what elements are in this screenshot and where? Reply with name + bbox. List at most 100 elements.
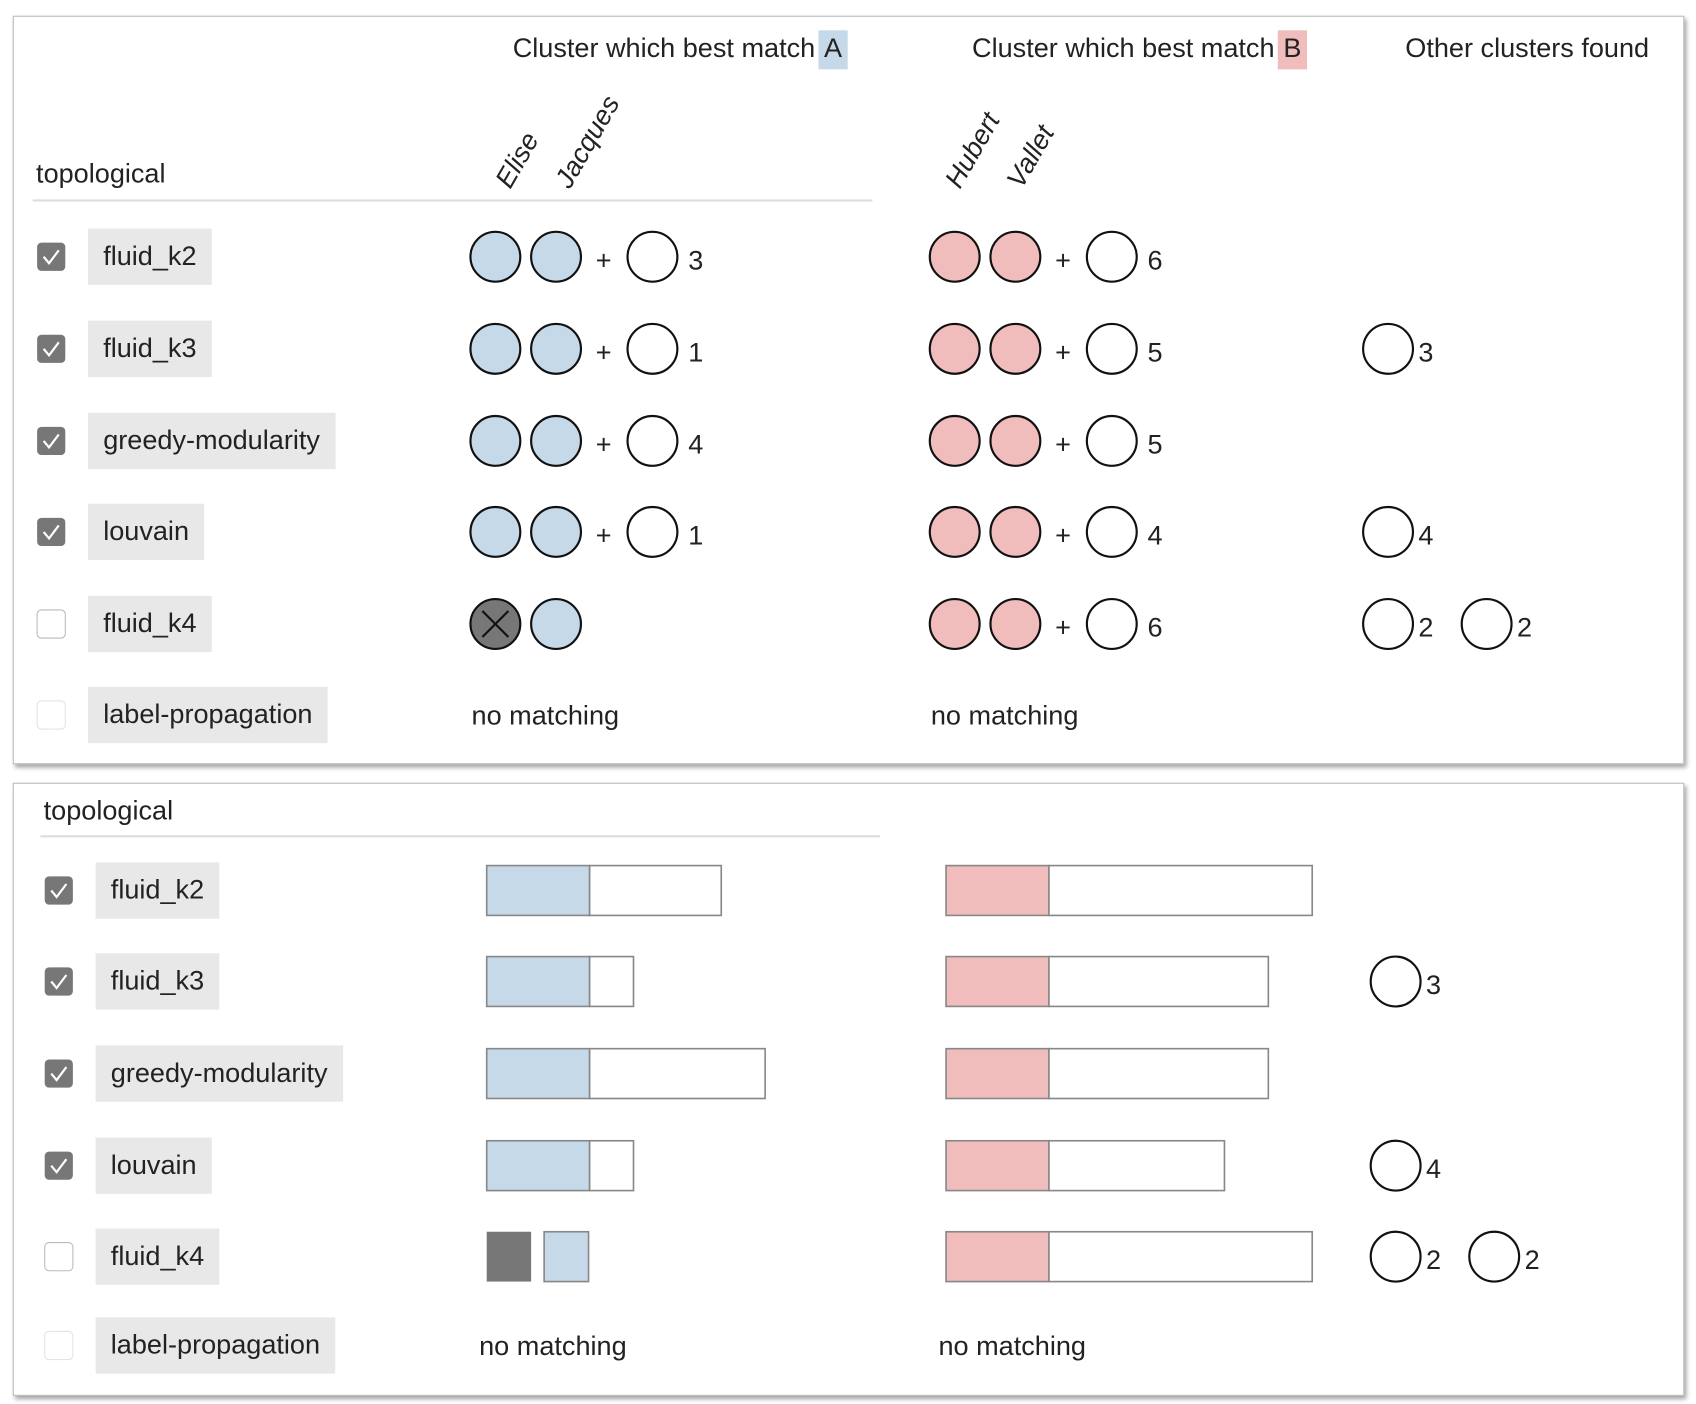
plus: +: [1055, 612, 1071, 643]
extra-count: 4: [688, 428, 703, 459]
plus: +: [596, 519, 612, 550]
member-bar: [945, 864, 1050, 917]
member-bar: [485, 955, 591, 1008]
check-mark: [42, 524, 60, 541]
member-node: [989, 230, 1042, 283]
extra-bar: [1048, 1139, 1226, 1192]
extra-node: [1085, 230, 1138, 283]
member-node: [530, 505, 583, 558]
member-bar: [945, 955, 1050, 1008]
other-node: [1460, 598, 1513, 650]
method-label: greedy-modularity: [88, 412, 336, 470]
column-header: Cluster which best match: [972, 32, 1274, 63]
method-label: fluid_k2: [88, 228, 212, 285]
method-label: fluid_k2: [95, 862, 220, 919]
method-bg: [95, 1045, 344, 1102]
checkbox[interactable]: [44, 1242, 74, 1272]
badge-bg: [818, 30, 848, 70]
checkbox: [44, 1330, 74, 1361]
badge: B: [1283, 32, 1301, 63]
no-matching: no matching: [938, 1330, 1086, 1361]
other-count: 3: [1418, 336, 1433, 367]
checkbox: [36, 700, 66, 730]
method-label: louvain: [95, 1137, 212, 1194]
extra-node: [1085, 414, 1138, 467]
column-header: Other clusters found: [1405, 32, 1649, 63]
extra-bar: [588, 1139, 635, 1192]
checkbox[interactable]: [44, 876, 73, 905]
method-label: greedy-modularity: [95, 1045, 344, 1102]
plus: +: [1055, 336, 1071, 367]
member-node: [469, 230, 522, 283]
member-node: [928, 414, 981, 467]
extra-bar: [1048, 864, 1314, 917]
member-node: [989, 322, 1042, 375]
group-title: topological: [44, 795, 173, 826]
extra-count: 5: [1148, 428, 1163, 459]
method-bg: [88, 686, 328, 744]
check-mark: [42, 249, 60, 265]
extra-node: [1085, 322, 1138, 375]
checkbox[interactable]: [44, 1059, 73, 1088]
method-label: fluid_k3: [88, 320, 212, 377]
checkbox[interactable]: [44, 1151, 73, 1180]
extra-node: [1085, 598, 1138, 650]
method-label: label-propagation: [95, 1317, 336, 1374]
other-node: [1369, 1230, 1422, 1283]
checkbox[interactable]: [44, 967, 73, 996]
method-bg: [95, 953, 220, 1010]
method-name: fluid_k3: [103, 332, 196, 363]
method-name: fluid_k2: [103, 240, 196, 271]
checkbox[interactable]: [37, 242, 66, 271]
badge-bg: [1277, 30, 1308, 70]
plus: +: [1055, 519, 1071, 550]
member-node: [530, 322, 583, 375]
other-count: 4: [1418, 519, 1433, 550]
method-bg: [88, 228, 212, 285]
plus: +: [1055, 244, 1071, 275]
method-name: fluid_k4: [103, 607, 196, 638]
other-count: 2: [1517, 612, 1532, 643]
extra-bar: [1048, 1230, 1314, 1283]
extra-count: 3: [688, 244, 703, 275]
other-node: [1362, 505, 1415, 558]
checkbox[interactable]: [36, 609, 66, 639]
extra-bar: [588, 1047, 766, 1100]
member-node: [530, 414, 583, 467]
method-label: label-propagation: [88, 686, 328, 744]
method-bg: [88, 320, 212, 377]
extra-bar: [588, 955, 635, 1008]
method-bg: [88, 412, 336, 470]
method-name: louvain: [103, 515, 189, 546]
extra-count: 4: [1148, 519, 1163, 550]
panel-circles: [12, 15, 1685, 765]
method-label: louvain: [88, 503, 205, 561]
method-name: greedy-modularity: [103, 424, 320, 455]
member-bar: [945, 1047, 1050, 1100]
member-node: [989, 414, 1042, 467]
plus: +: [1055, 428, 1071, 459]
method-name: fluid_k3: [111, 965, 204, 996]
checkbox[interactable]: [37, 426, 66, 455]
extra-node: [1085, 505, 1138, 558]
extra-node: [626, 505, 679, 558]
member-bar: [485, 1047, 591, 1100]
member-node: [928, 598, 981, 650]
other-count: 2: [1426, 1244, 1441, 1275]
plus: +: [596, 428, 612, 459]
checkbox[interactable]: [37, 334, 66, 363]
other-count: 4: [1426, 1153, 1441, 1184]
method-bg: [88, 595, 212, 653]
badge: A: [824, 32, 843, 63]
no-matching: no matching: [472, 699, 620, 730]
extra-bar: [588, 864, 723, 917]
checkbox[interactable]: [37, 517, 66, 546]
extra-count: 6: [1148, 612, 1163, 643]
method-label: fluid_k4: [95, 1228, 220, 1285]
check-mark: [42, 433, 60, 450]
member-node: [928, 505, 981, 558]
check-mark: [50, 883, 68, 899]
extra-node: [626, 230, 679, 283]
extra-bar: [1048, 1047, 1270, 1100]
